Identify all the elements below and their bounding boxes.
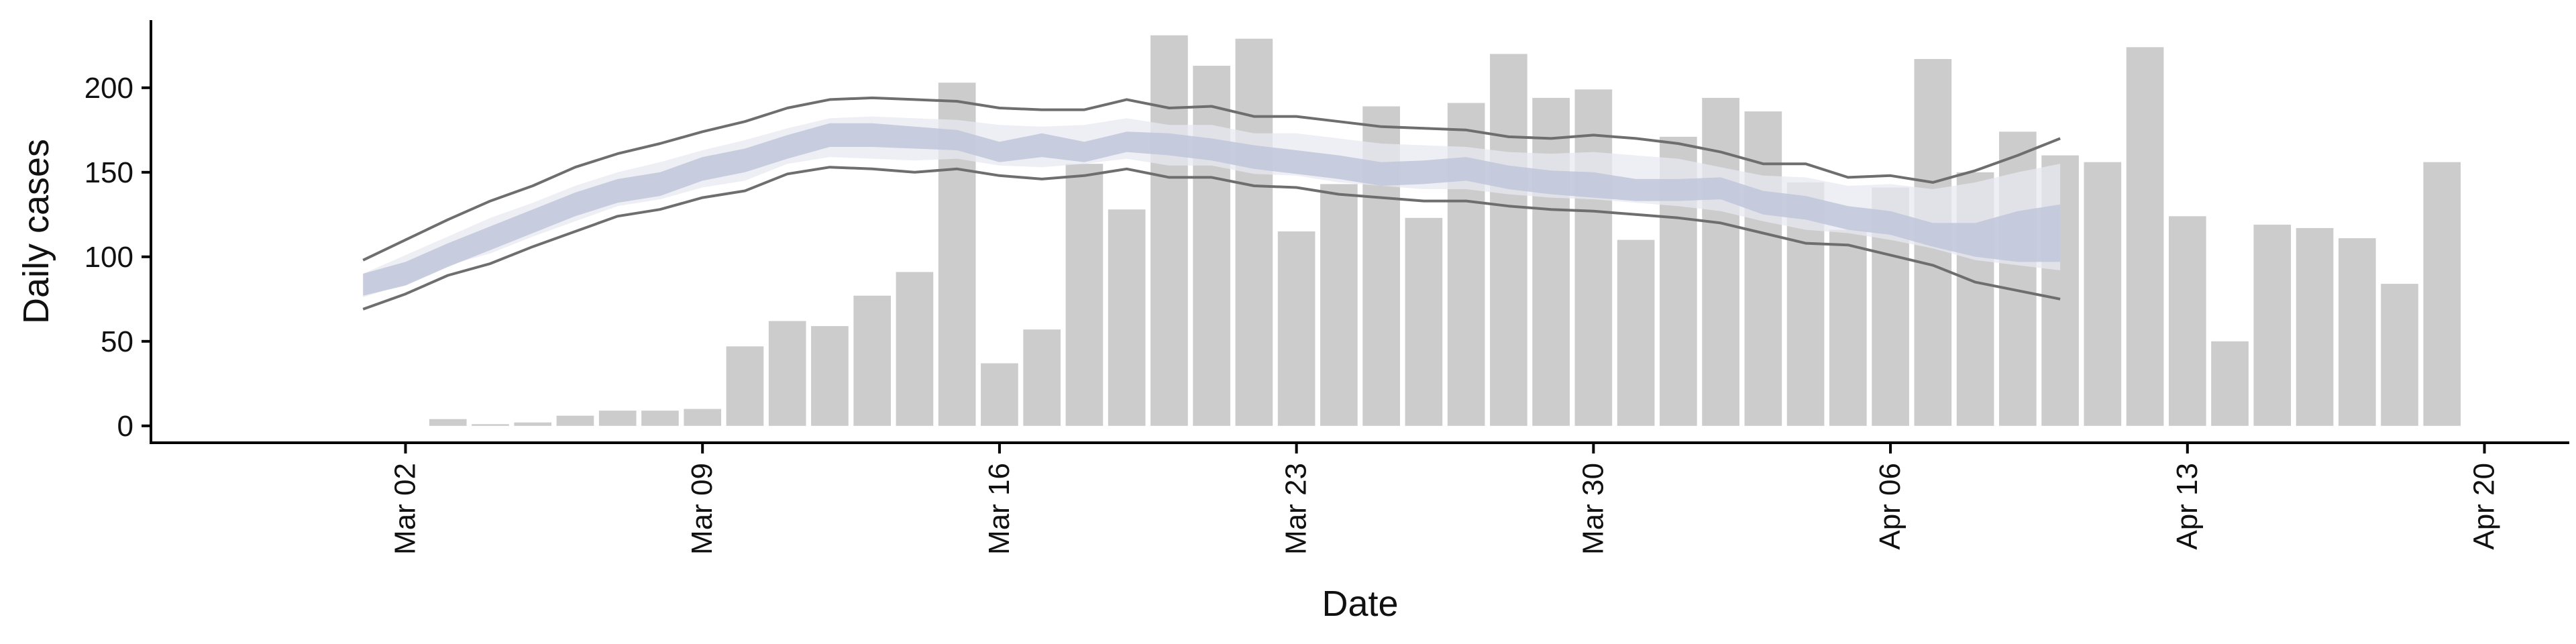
bar [1744,111,1782,426]
bands-layer [363,116,2061,298]
bar [811,326,849,426]
bar [1065,164,1104,426]
y-tick-label: 100 [85,241,133,274]
bar [472,424,509,426]
y-tick-label: 50 [101,325,133,358]
x-tick-label: Mar 16 [983,463,1016,555]
axes-layer [150,20,2569,444]
inner-band [363,123,2061,296]
bar [853,295,892,426]
bar [2423,162,2461,426]
bar [556,415,594,426]
bar [1574,89,1613,426]
bar [2338,238,2376,426]
bar [2381,284,2418,426]
bar [1108,209,1146,426]
bar [1277,231,1316,426]
x-tick-label: Mar 23 [1280,463,1313,555]
outer-interval-upper-line [362,96,2061,262]
bar [514,422,552,426]
y-axis-ticks: 0 50 100 150 200 [85,72,151,443]
bar [2211,341,2249,426]
bar [1702,97,1739,426]
bar [896,272,934,426]
y-tick-label: 200 [85,72,133,105]
bar [1235,38,1273,426]
bar [2126,47,2164,426]
bar [726,346,764,426]
outer-interval-lower-line [362,166,2061,311]
x-tick-label: Apr 13 [2171,463,2204,550]
x-tick-label: Apr 20 [2468,463,2501,550]
bar [2296,227,2334,426]
x-axis-title: Date [1322,584,1398,624]
bar [598,411,637,426]
y-tick-label: 0 [117,410,133,443]
bar [2168,216,2206,426]
bar [1405,217,1443,426]
bar [1023,329,1061,426]
bar [2253,224,2292,426]
bar [641,411,679,426]
y-tick-label: 150 [85,156,133,189]
x-tick-label: Mar 09 [686,463,718,555]
bar [1532,97,1570,426]
bar [1320,184,1358,426]
bar [981,363,1018,426]
bars-layer [429,35,2461,426]
bar [2084,162,2122,426]
bar [768,321,806,426]
middle-band [363,116,2061,298]
y-axis-title: Daily cases [16,139,56,324]
bar [1829,229,1867,426]
bar [1617,239,1655,426]
x-tick-label: Apr 06 [1874,463,1907,550]
bar [429,419,467,426]
x-tick-label: Mar 02 [388,463,421,555]
bar [1193,66,1230,426]
interval-lines-layer [362,96,2061,311]
bar [1150,35,1188,426]
x-tick-label: Mar 30 [1576,463,1609,555]
bar [1490,54,1527,426]
bar [684,409,722,426]
x-axis-ticks: Mar 02 Mar 09 Mar 16 Mar 23 Mar 30 Apr 06 Apr … [388,443,2501,555]
